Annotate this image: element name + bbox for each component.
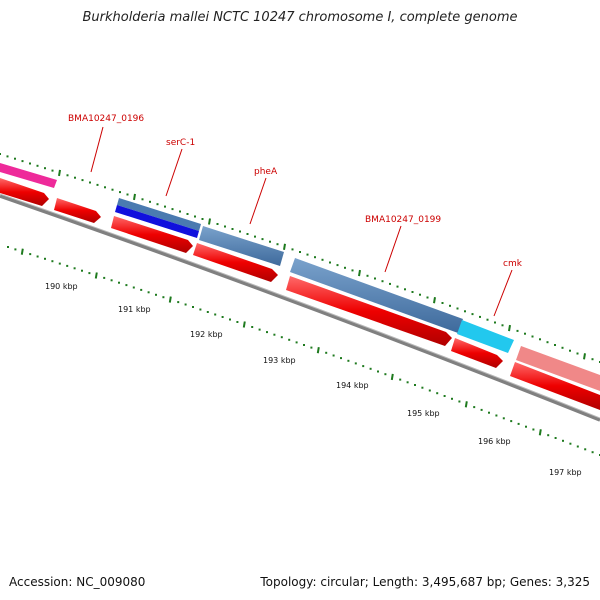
major-tick bbox=[358, 269, 361, 277]
scale-tick-row bbox=[7, 246, 600, 456]
genome-summary-text: Topology: circular; Length: 3,495,687 bp… bbox=[260, 575, 590, 589]
cds-arrow bbox=[451, 338, 503, 368]
major-tick bbox=[242, 321, 246, 328]
kbp-label: 195 kbp bbox=[407, 409, 440, 418]
forward-gene-ring bbox=[0, 163, 600, 391]
accession-text: Accession: NC_009080 bbox=[9, 575, 146, 589]
major-tick bbox=[508, 324, 511, 332]
major-tick bbox=[464, 401, 468, 408]
gene-BMA10247-0199 bbox=[290, 258, 463, 333]
gene-label-serC-1: serC-1 bbox=[166, 138, 195, 148]
cds-arrow bbox=[111, 216, 193, 253]
kbp-label: 191 kbp bbox=[118, 305, 151, 314]
kbp-label: 196 kbp bbox=[478, 437, 511, 446]
gene-label-cmk: cmk bbox=[503, 259, 523, 269]
major-tick bbox=[390, 373, 394, 381]
major-tick bbox=[133, 193, 136, 201]
gene-label-BMA10247-0199: BMA10247_0199 bbox=[365, 215, 441, 225]
cds-arrow bbox=[193, 243, 278, 282]
upper-tick-row bbox=[0, 153, 600, 363]
cds-arrow bbox=[510, 362, 600, 410]
cds-arrow bbox=[286, 276, 452, 346]
cds-arrow bbox=[54, 198, 101, 223]
scale-labels: 190 kbp 191 kbp 192 kbp 193 kbp 194 kbp … bbox=[45, 282, 582, 477]
major-tick bbox=[20, 248, 24, 255]
gene-magenta bbox=[0, 163, 57, 188]
gene-cmk bbox=[457, 320, 514, 353]
gene-labels: BMA10247_0196 serC-1 pheA BMA10247_0199 … bbox=[68, 114, 523, 317]
gene-label-pheA: pheA bbox=[254, 167, 278, 177]
kbp-label: 193 kbp bbox=[263, 356, 296, 365]
gene-serC-1 bbox=[115, 205, 199, 238]
genome-backbone bbox=[0, 194, 600, 422]
major-tick bbox=[58, 169, 61, 177]
major-tick bbox=[316, 347, 320, 354]
major-tick bbox=[94, 272, 98, 279]
cds-arrow bbox=[0, 178, 49, 206]
major-tick bbox=[208, 218, 211, 225]
cds-ring bbox=[0, 178, 600, 410]
gene-pheA bbox=[199, 226, 284, 266]
major-tick bbox=[168, 296, 172, 303]
gene-label-BMA10247-0196: BMA10247_0196 bbox=[68, 114, 144, 124]
gene-pink bbox=[516, 346, 600, 391]
kbp-label: 192 kbp bbox=[190, 330, 223, 339]
kbp-label: 197 kbp bbox=[549, 468, 582, 477]
major-tick bbox=[583, 353, 586, 360]
major-tick bbox=[538, 429, 542, 436]
kbp-label: 194 kbp bbox=[336, 381, 369, 390]
major-tick bbox=[283, 243, 286, 250]
gene-serC-1-strip bbox=[117, 198, 201, 231]
kbp-label: 190 kbp bbox=[45, 282, 78, 291]
map-title: Burkholderia mallei NCTC 10247 chromosom… bbox=[82, 10, 518, 25]
major-tick bbox=[433, 297, 436, 304]
